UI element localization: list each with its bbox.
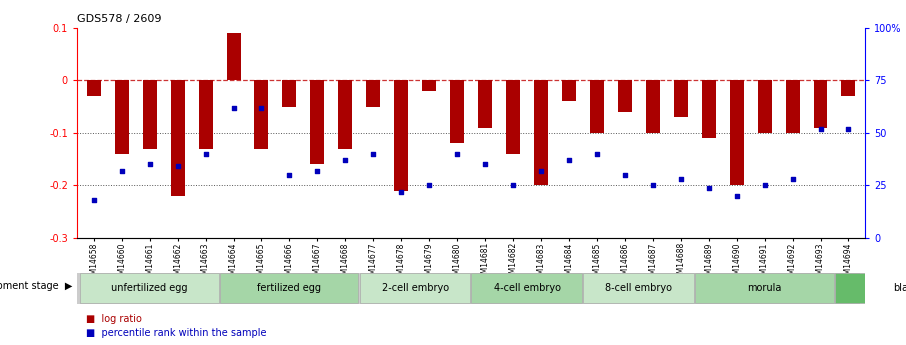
- Point: [477, 161, 492, 167]
- Bar: [170, 80, 185, 196]
- Point: [534, 168, 548, 174]
- Bar: [226, 33, 240, 80]
- Point: [282, 172, 296, 178]
- Bar: [311, 80, 324, 164]
- Point: [757, 183, 772, 188]
- Point: [646, 183, 660, 188]
- Bar: [255, 80, 268, 149]
- Bar: [757, 80, 772, 133]
- Text: 2-cell embryo: 2-cell embryo: [381, 283, 448, 293]
- Bar: [471, 274, 582, 303]
- Bar: [80, 274, 218, 303]
- Text: morula: morula: [747, 283, 782, 293]
- Text: blastocyst: blastocyst: [893, 283, 906, 293]
- Bar: [786, 80, 799, 133]
- Text: GDS578 / 2609: GDS578 / 2609: [77, 14, 161, 24]
- Bar: [842, 80, 855, 96]
- Point: [198, 151, 213, 157]
- Point: [618, 172, 632, 178]
- Bar: [220, 274, 359, 303]
- Bar: [366, 80, 381, 107]
- Point: [786, 176, 800, 182]
- Text: 4-cell embryo: 4-cell embryo: [494, 283, 561, 293]
- Bar: [87, 80, 101, 96]
- Bar: [590, 80, 604, 133]
- Bar: [422, 80, 436, 91]
- Bar: [394, 80, 409, 191]
- Point: [562, 157, 576, 163]
- Point: [394, 189, 409, 195]
- Point: [729, 193, 744, 199]
- Point: [590, 151, 604, 157]
- Bar: [674, 80, 688, 117]
- Point: [701, 185, 716, 190]
- Point: [142, 161, 157, 167]
- Point: [87, 197, 101, 203]
- Point: [255, 105, 269, 110]
- Point: [450, 151, 465, 157]
- Bar: [360, 274, 470, 303]
- Point: [673, 176, 688, 182]
- Bar: [814, 80, 827, 128]
- Bar: [198, 80, 213, 149]
- Point: [226, 105, 241, 110]
- Bar: [506, 80, 520, 154]
- Bar: [143, 80, 157, 149]
- Text: development stage  ▶: development stage ▶: [0, 282, 72, 291]
- Point: [310, 168, 324, 174]
- Bar: [834, 274, 906, 303]
- Bar: [583, 274, 694, 303]
- Bar: [338, 80, 352, 149]
- Bar: [450, 80, 464, 144]
- Point: [506, 183, 520, 188]
- Point: [338, 157, 352, 163]
- Bar: [478, 80, 492, 128]
- Bar: [729, 80, 744, 186]
- Text: ■  log ratio: ■ log ratio: [86, 314, 142, 324]
- Bar: [562, 80, 576, 101]
- Bar: [534, 80, 548, 186]
- Text: 8-cell embryo: 8-cell embryo: [605, 283, 672, 293]
- Point: [422, 183, 437, 188]
- Bar: [283, 80, 296, 107]
- Point: [170, 164, 185, 169]
- Point: [366, 151, 381, 157]
- Bar: [646, 80, 660, 133]
- Point: [814, 126, 828, 131]
- Bar: [618, 80, 631, 112]
- Bar: [702, 80, 716, 138]
- Bar: [115, 80, 129, 154]
- Text: unfertilized egg: unfertilized egg: [111, 283, 188, 293]
- Text: ■  percentile rank within the sample: ■ percentile rank within the sample: [86, 328, 266, 338]
- Bar: [695, 274, 834, 303]
- Point: [114, 168, 129, 174]
- Point: [841, 126, 855, 131]
- Text: fertilized egg: fertilized egg: [257, 283, 322, 293]
